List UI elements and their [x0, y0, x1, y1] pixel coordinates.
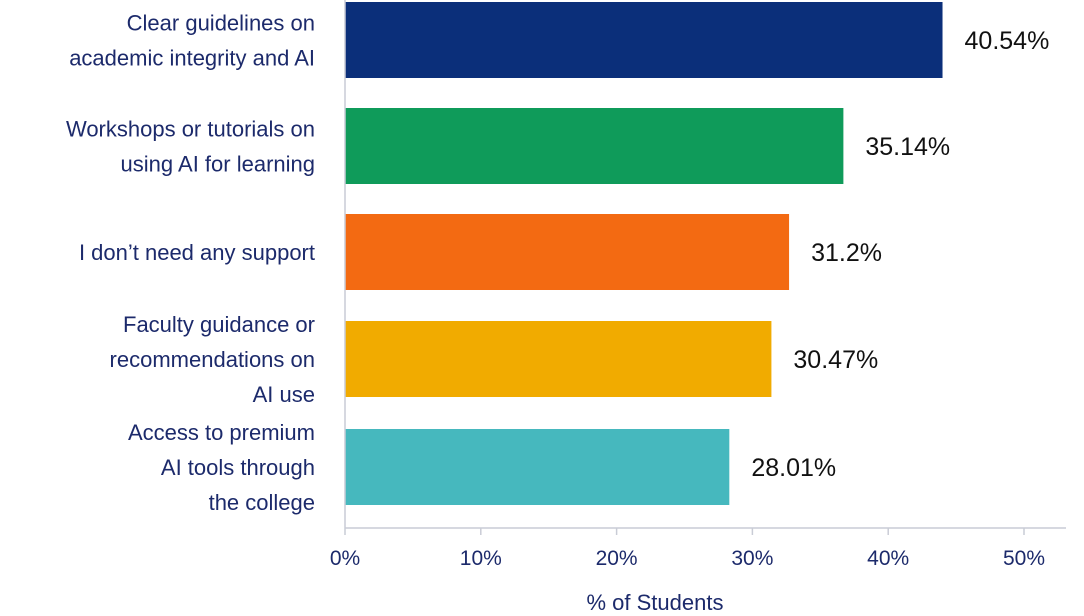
x-tick-label: 50% [1003, 547, 1045, 570]
category-label-line: Workshops or tutorials on [66, 117, 315, 142]
value-label: 31.2% [811, 239, 882, 267]
x-tick-label: 40% [867, 547, 909, 570]
category-label-line: AI use [253, 382, 315, 407]
category-label-line: the college [209, 490, 315, 515]
x-tick-label: 30% [731, 547, 773, 570]
bar [345, 214, 790, 290]
x-axis-ticks: 0% 10% 20% 30% 40% 50% [330, 528, 1045, 570]
value-label: 35.14% [865, 133, 950, 161]
category-label: Workshops or tutorials on using AI for le… [66, 117, 315, 177]
bar [345, 429, 730, 505]
x-tick-label: 0% [330, 547, 360, 570]
bar [345, 321, 772, 397]
bar [345, 2, 943, 78]
category-label-line: Clear guidelines on [127, 11, 315, 36]
value-label: 28.01% [751, 454, 836, 482]
category-label: Clear guidelines on academic integrity an… [69, 11, 315, 71]
x-tick-label: 10% [460, 547, 502, 570]
category-label-line: academic integrity and AI [69, 46, 315, 71]
category-label-line: Access to premium [128, 420, 315, 445]
category-label-line: recommendations on [110, 347, 315, 372]
category-label: Access to premium AI tools through the col… [128, 420, 315, 515]
bars-layer: Clear guidelines on academic integrity an… [66, 2, 1049, 515]
category-label: Faculty guidance or recommendations on AI … [110, 312, 315, 407]
category-label-line: Faculty guidance or [123, 312, 315, 337]
category-label: I don’t need any support [79, 240, 315, 265]
category-label-line: AI tools through [161, 455, 315, 480]
category-label-line: I don’t need any support [79, 240, 315, 265]
bar [345, 108, 844, 184]
x-axis-title: % of Students [587, 590, 724, 615]
category-label-line: using AI for learning [121, 152, 315, 177]
x-tick-label: 20% [596, 547, 638, 570]
value-label: 30.47% [793, 346, 878, 374]
value-label: 40.54% [965, 27, 1050, 55]
